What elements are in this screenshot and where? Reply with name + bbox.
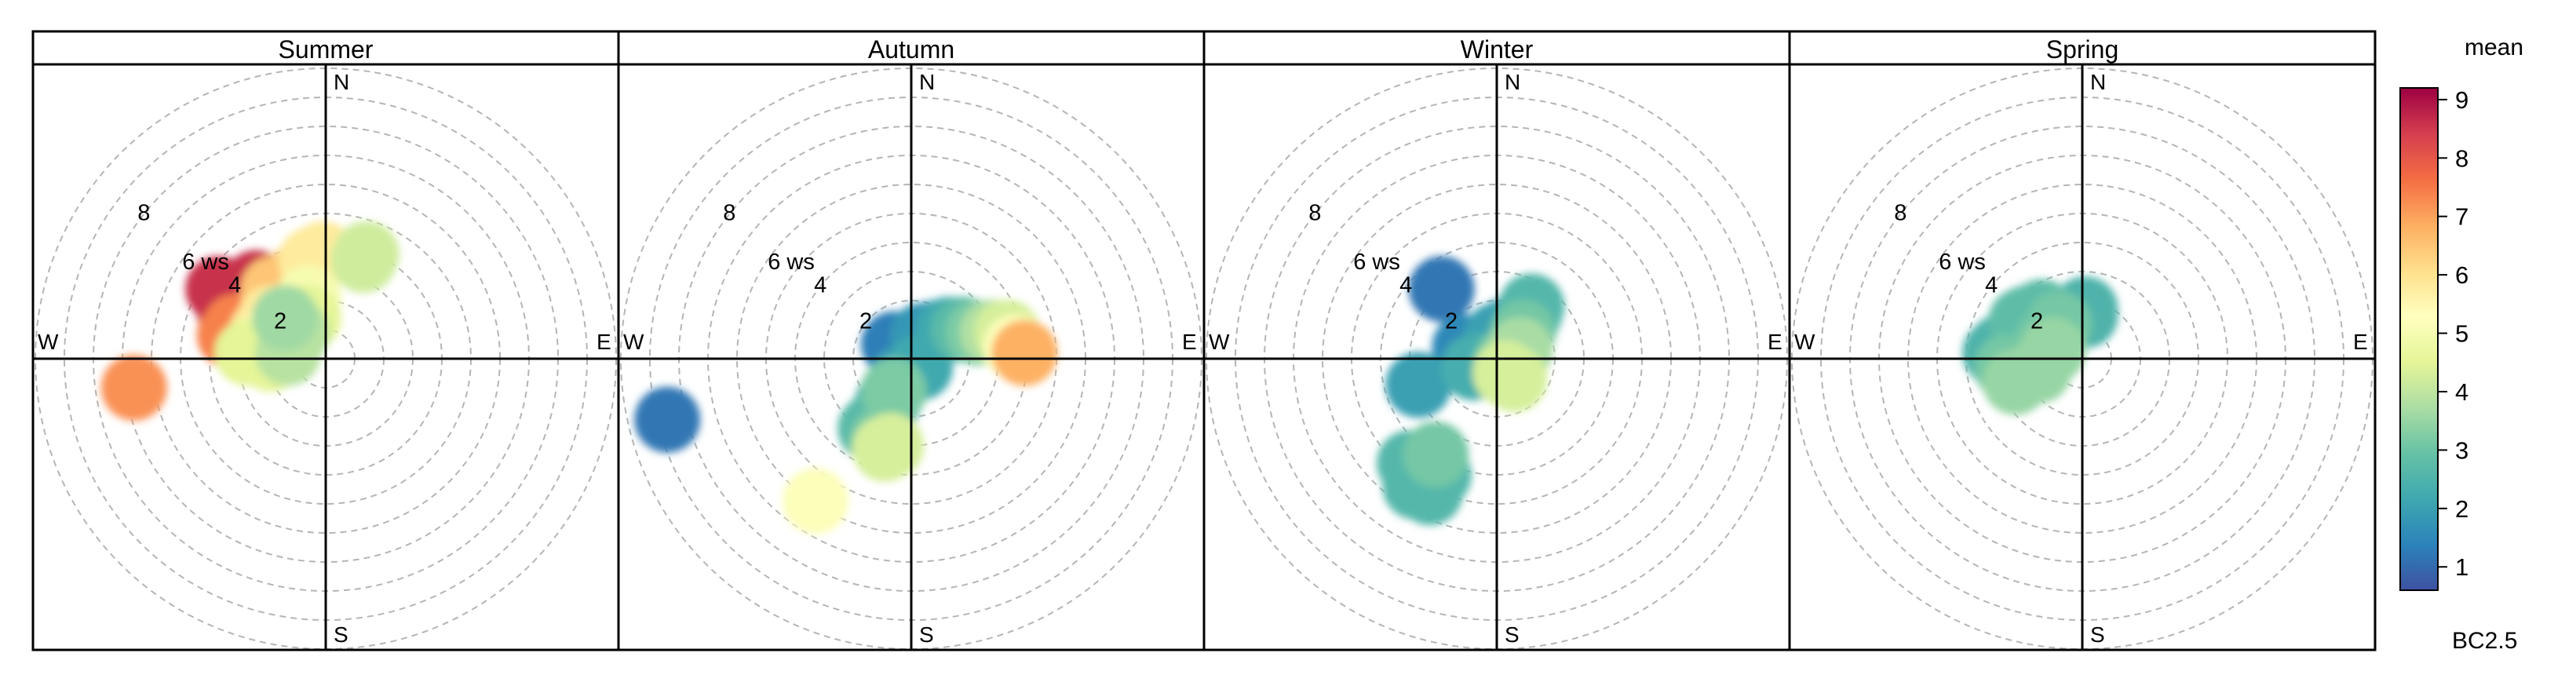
radial-tick-label: 8 (1894, 200, 1906, 225)
data-cloud (1962, 276, 2118, 415)
compass-north-label: N (919, 70, 935, 94)
compass-south-label: S (2090, 622, 2105, 647)
compass-east-label: E (1768, 330, 1782, 354)
radial-tick-label: 4 (814, 273, 826, 298)
panel-strip (1788, 30, 2377, 66)
colorbar-gradient (2399, 87, 2439, 591)
radial-tick-label: 8 (723, 200, 735, 225)
colorbar: mean BC2.5 1 2 3 4 5 6 7 8 9 (2399, 35, 2523, 654)
panel-autumn: 2 46 ws 8 N S E W (617, 63, 1206, 651)
data-cloud (634, 297, 1058, 535)
panel-title: Summer (279, 35, 374, 64)
panel-winter: 2 46 ws 8 N S E W (1202, 63, 1791, 651)
colorbar-tick-label: 7 (2455, 203, 2468, 231)
compass-south-label: S (334, 622, 348, 647)
data-point (634, 386, 701, 453)
compass-west-label: W (38, 330, 59, 354)
data-point (852, 415, 918, 482)
data-point (782, 468, 848, 535)
colorbar-tick-label: 4 (2455, 378, 2468, 406)
data-cloud (1377, 256, 1565, 526)
colorbar-tick-label: 5 (2455, 320, 2468, 348)
radial-tick-label: 2 (274, 309, 286, 334)
data-point (1408, 256, 1475, 323)
panel-title: Winter (1461, 35, 1534, 64)
data-point (252, 285, 319, 352)
colorbar-tick-label: 3 (2455, 436, 2468, 464)
colorbar-title: mean (2465, 35, 2523, 60)
colorbar-tick-label: 8 (2455, 144, 2468, 172)
panel-spring: 2 46 ws 8 N S E W (1788, 63, 2377, 651)
data-point (333, 221, 400, 287)
colorbar-tick-label: 1 (2455, 553, 2468, 581)
data-point (2020, 316, 2086, 383)
compass-east-label: E (2353, 330, 2368, 354)
data-point (100, 355, 167, 421)
compass-north-label: N (1505, 70, 1520, 94)
colorbar-tick-label: 9 (2455, 86, 2468, 114)
radial-tick-label: 8 (137, 200, 150, 225)
colorbar-subtitle: BC2.5 (2452, 628, 2517, 654)
radial-tick-label: 4 (1985, 273, 1998, 298)
radial-tick-label: 6 ws (182, 250, 229, 275)
panel-strip (617, 30, 1206, 66)
radial-tick-label: 6 ws (1939, 250, 1986, 275)
colorbar-tick-label: 2 (2455, 495, 2468, 523)
compass-north-label: N (2090, 70, 2106, 94)
data-point (1385, 352, 1452, 418)
panel-summer: 2 46 ws 8 N S E W (31, 63, 620, 651)
compass-east-label: E (597, 330, 611, 354)
panel-title: Spring (2046, 35, 2119, 64)
compass-west-label: W (623, 330, 644, 354)
strip-layer: Summer Autumn Winter Spring (31, 30, 2377, 66)
radial-tick-label: 6 ws (1353, 250, 1400, 275)
radial-tick-label: 4 (228, 273, 241, 298)
colorbar-tick-label: 6 (2455, 261, 2468, 289)
data-point (1472, 340, 1539, 407)
compass-east-label: E (1182, 330, 1197, 354)
radial-tick-label: 4 (1399, 273, 1412, 298)
radial-tick-label: 8 (1308, 200, 1321, 225)
panel-title: Autumn (868, 35, 954, 64)
compass-west-label: W (1794, 330, 1815, 354)
compass-west-label: W (1209, 330, 1230, 354)
radial-tick-label: 6 ws (768, 250, 815, 275)
compass-north-label: N (334, 70, 349, 94)
radial-tick-label: 2 (2031, 309, 2043, 334)
compass-south-label: S (919, 622, 934, 647)
data-point (1403, 421, 1469, 488)
radial-tick-label: 2 (1445, 309, 1458, 334)
compass-south-label: S (1505, 622, 1520, 647)
data-point (991, 319, 1058, 386)
radial-tick-label: 2 (859, 309, 872, 334)
data-cloud (100, 221, 400, 421)
